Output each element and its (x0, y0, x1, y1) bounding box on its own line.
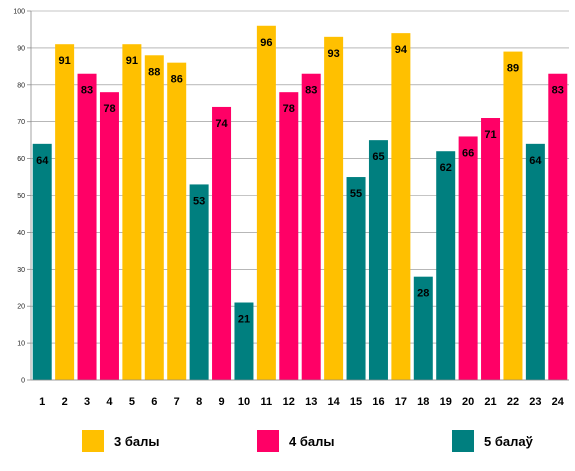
x-tick-label-1: 1 (39, 396, 45, 408)
bar-18 (413, 276, 433, 380)
data-label-24: 83 (552, 85, 564, 97)
x-tick-label-16: 16 (372, 396, 384, 408)
y-tick-label-90: 90 (17, 45, 25, 52)
bar-19 (436, 151, 456, 380)
bar-3 (77, 73, 97, 380)
x-tick-label-23: 23 (529, 396, 541, 408)
x-tick-label-13: 13 (305, 396, 317, 408)
data-label-13: 83 (305, 85, 317, 97)
data-label-1: 64 (36, 155, 49, 167)
x-tick-label-9: 9 (218, 396, 224, 408)
x-tick-label-22: 22 (507, 396, 519, 408)
data-label-6: 88 (148, 66, 160, 78)
legend-swatch-5 (452, 430, 474, 452)
y-tick-label-20: 20 (17, 304, 25, 311)
bar-10 (234, 302, 254, 380)
data-label-9: 74 (215, 118, 228, 130)
bar-6 (144, 55, 164, 380)
data-label-4: 78 (103, 103, 115, 115)
x-tick-label-15: 15 (350, 396, 362, 408)
data-label-20: 66 (462, 147, 474, 159)
y-tick-label-70: 70 (17, 119, 25, 126)
x-tick-label-5: 5 (129, 396, 135, 408)
data-label-23: 64 (529, 155, 542, 167)
data-label-21: 71 (484, 129, 496, 141)
legend-label-3: 3 балы (114, 433, 160, 449)
bar-14 (324, 36, 344, 381)
bar-12 (279, 92, 299, 381)
data-label-10: 21 (238, 314, 250, 326)
bar-23 (525, 143, 545, 380)
bar-15 (346, 177, 366, 380)
bar-20 (458, 136, 478, 380)
bar-7 (167, 62, 187, 380)
x-tick-label-6: 6 (151, 396, 157, 408)
x-tick-label-14: 14 (328, 396, 341, 408)
x-tick-label-12: 12 (283, 396, 295, 408)
legend-item-5-balau: 5 балаў (452, 428, 533, 454)
data-label-11: 96 (260, 37, 272, 49)
data-label-5: 91 (126, 55, 138, 67)
data-label-17: 94 (395, 44, 408, 56)
y-tick-label-80: 80 (17, 82, 25, 89)
y-tick-label-60: 60 (17, 156, 25, 163)
x-tick-label-10: 10 (238, 396, 250, 408)
x-tick-label-11: 11 (261, 396, 273, 408)
legend-swatch-4 (257, 430, 279, 452)
data-label-8: 53 (193, 195, 205, 207)
legend-label-5: 5 балаў (484, 433, 533, 449)
x-tick-label-21: 21 (484, 396, 496, 408)
legend-swatch-3 (82, 430, 104, 452)
bar-8 (189, 184, 209, 380)
data-label-2: 91 (59, 55, 71, 67)
data-label-14: 93 (328, 48, 340, 60)
legend-item-4-baly: 4 балы (257, 428, 334, 454)
legend: 3 балы 4 балы 5 балаў (0, 428, 575, 454)
bar-22 (503, 51, 523, 381)
bar-9 (212, 106, 232, 380)
y-tick-label-10: 10 (17, 341, 25, 348)
x-tick-label-18: 18 (417, 396, 429, 408)
bar-16 (368, 140, 388, 380)
bar-4 (99, 92, 119, 381)
bar-11 (256, 25, 276, 380)
x-tick-label-7: 7 (174, 396, 180, 408)
data-label-16: 65 (372, 151, 384, 163)
x-tick-label-19: 19 (440, 396, 452, 408)
x-tick-label-4: 4 (106, 396, 113, 408)
bar-5 (122, 44, 142, 381)
data-label-19: 62 (440, 162, 452, 174)
x-tick-label-20: 20 (462, 396, 474, 408)
bar-21 (481, 118, 501, 380)
x-tick-label-2: 2 (62, 396, 68, 408)
data-label-22: 89 (507, 63, 519, 75)
bar-2 (55, 44, 75, 381)
x-tick-label-3: 3 (84, 396, 90, 408)
bar-1 (32, 143, 52, 380)
data-label-7: 86 (171, 74, 183, 86)
x-tick-label-24: 24 (552, 396, 565, 408)
legend-item-3-baly: 3 балы (82, 428, 159, 454)
bar-17 (391, 33, 411, 380)
bar-24 (548, 73, 568, 380)
bar-13 (301, 73, 321, 380)
y-tick-label-100: 100 (13, 9, 25, 16)
y-tick-label-0: 0 (21, 378, 25, 385)
legend-label-4: 4 балы (289, 433, 335, 449)
y-tick-label-50: 50 (17, 193, 25, 200)
y-tick-label-30: 30 (17, 267, 25, 274)
y-tick-label-40: 40 (17, 230, 25, 237)
data-label-12: 78 (283, 103, 295, 115)
x-tick-label-17: 17 (395, 396, 407, 408)
data-label-3: 83 (81, 85, 93, 97)
data-label-15: 55 (350, 188, 362, 200)
x-tick-label-8: 8 (196, 396, 202, 408)
data-label-18: 28 (417, 288, 429, 300)
